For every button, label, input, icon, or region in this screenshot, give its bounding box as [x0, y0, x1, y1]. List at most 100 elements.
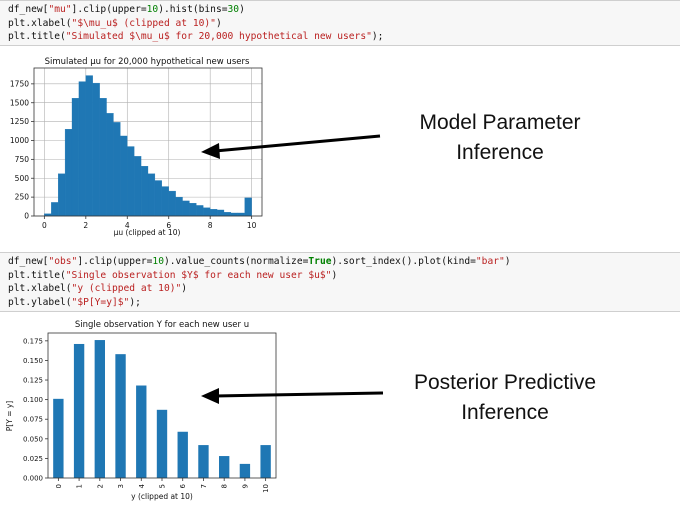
code-token: "y (clipped at 10)" [71, 283, 182, 294]
code-token: plt.xlabel( [8, 17, 72, 29]
chart2-title: Single observation Y for each new user u [75, 320, 249, 330]
y-tick-label: 0.100 [23, 396, 43, 404]
code-cell-hist[interactable]: df_new["mu"].clip(upper=10).hist(bins=30… [0, 0, 680, 46]
histogram-bar [99, 98, 107, 217]
x-tick-label: 6 [179, 483, 187, 488]
code-token: "bar" [475, 256, 505, 267]
histogram-bar [147, 173, 156, 217]
model-annotation-line2: Inference [456, 141, 544, 164]
model-parameter-annotation: Model Parameter Inference [380, 108, 620, 168]
bar [136, 385, 147, 478]
histogram-bar [64, 129, 73, 217]
code-line: df_new["mu"].clip(upper=10).hist(bins=30… [8, 3, 680, 17]
x-tick-label: 1 [76, 484, 84, 488]
y-tick-label: 1250 [10, 117, 29, 126]
code-token: "Simulated $\mu_u$ for 20,000 hypothetic… [65, 31, 372, 42]
bar [115, 354, 126, 478]
y-tick-label: 1750 [10, 79, 29, 88]
histogram-bar [216, 209, 225, 217]
y-tick-label: 0 [24, 212, 29, 221]
y-tick-label: 0.000 [23, 475, 43, 483]
code-cell-bar[interactable]: df_new["obs"].clip(upper=10).value_count… [0, 252, 680, 312]
histogram-bar [78, 81, 86, 217]
y-tick-label: 1000 [10, 136, 29, 145]
x-tick-label: 8 [208, 221, 213, 230]
histogram-bar [223, 212, 232, 217]
x-tick-label: 9 [241, 484, 249, 488]
x-tick-label: 4 [125, 221, 130, 230]
bar [198, 445, 209, 478]
histogram-bar [175, 196, 183, 217]
code-editor-2[interactable]: df_new["obs"].clip(upper=10).value_count… [0, 253, 680, 309]
code-token: 30 [227, 4, 240, 15]
histogram-bar [189, 203, 197, 217]
code-token: "obs" [48, 256, 78, 267]
posterior-annotation-line1: Posterior Predictive [413, 371, 597, 394]
code-token: plt.ylabel( [8, 296, 72, 308]
histogram-bar [58, 173, 66, 217]
x-tick-label: 7 [200, 484, 208, 488]
chart2-ylabel: P[Y = y] [5, 401, 14, 432]
code-token: ) [181, 283, 188, 294]
x-tick-label: 0 [55, 484, 63, 488]
y-tick-label: 0.125 [23, 377, 43, 385]
histogram-bar [106, 113, 114, 217]
histogram-bar [203, 207, 211, 217]
code-token: "$P[Y=y]$" [71, 296, 130, 308]
x-tick-label: 6 [166, 221, 171, 230]
histogram-chart: Simulated μu for 20,000 hypothetical new… [10, 57, 263, 237]
code-token: 10 [146, 4, 159, 15]
code-line: plt.xlabel("$\mu_u$ (clipped at 10)") [8, 17, 680, 31]
histogram-bar [120, 135, 128, 217]
model-arrow-icon [201, 134, 381, 159]
y-tick-label: 750 [15, 155, 30, 164]
chart1-xlabel: μu (clipped at 10) [114, 228, 181, 237]
histogram-bar [71, 98, 80, 217]
bar [53, 398, 64, 478]
chart2-xlabel: y (clipped at 10) [131, 492, 193, 501]
code-editor-1[interactable]: df_new["mu"].clip(upper=10).hist(bins=30… [0, 1, 680, 44]
x-tick-label: 5 [159, 484, 167, 488]
code-token: ) [215, 17, 222, 29]
histogram-bar [168, 190, 176, 217]
code-token: df_new[ [8, 256, 49, 267]
histogram-bar [134, 156, 142, 217]
code-token: True [308, 256, 332, 267]
x-tick-label: 2 [83, 221, 88, 230]
bar-chart: Single observation Y for each new user u… [5, 320, 277, 501]
chart1-title: Simulated μu for 20,000 hypothetical new… [45, 57, 250, 67]
histogram-bar [85, 75, 93, 217]
y-tick-label: 0.175 [23, 337, 43, 345]
code-token: plt.title( [8, 269, 66, 281]
x-tick-label: 8 [221, 484, 229, 488]
histogram-bar [113, 122, 121, 217]
code-token: ) [504, 256, 511, 267]
bar [219, 456, 230, 478]
code-token: ).hist(bins= [158, 4, 228, 15]
bar [239, 463, 251, 478]
bar [73, 343, 85, 478]
code-token: ).value_counts(normalize= [163, 256, 309, 267]
code-token: ); [129, 296, 141, 308]
bar [260, 445, 271, 478]
code-token: ); [371, 31, 384, 42]
y-tick-label: 500 [15, 174, 30, 183]
code-token: ].clip(upper= [77, 256, 153, 267]
histogram-bar [196, 205, 204, 217]
histogram-bar [210, 209, 218, 217]
x-tick-label: 4 [138, 483, 146, 488]
code-token: ) [239, 4, 245, 15]
code-line: df_new["obs"].clip(upper=10).value_count… [8, 255, 680, 269]
histogram-bar [182, 200, 190, 217]
code-token: ).sort_index().plot(kind= [331, 256, 476, 267]
histogram-bar [51, 202, 59, 217]
code-token: "$\mu_u$ (clipped at 10)" [71, 17, 216, 29]
code-line: plt.ylabel("$P[Y=y]$"); [8, 296, 680, 310]
histogram-bar [237, 212, 245, 217]
x-tick-label: 10 [262, 484, 270, 493]
y-tick-label: 250 [15, 193, 30, 202]
model-annotation-line1: Model Parameter [419, 111, 581, 134]
code-line: plt.title("Simulated $\mu_u$ for 20,000 … [8, 30, 680, 44]
code-token: "Single observation $Y$ for each new use… [65, 269, 332, 281]
histogram-bar [244, 197, 252, 217]
